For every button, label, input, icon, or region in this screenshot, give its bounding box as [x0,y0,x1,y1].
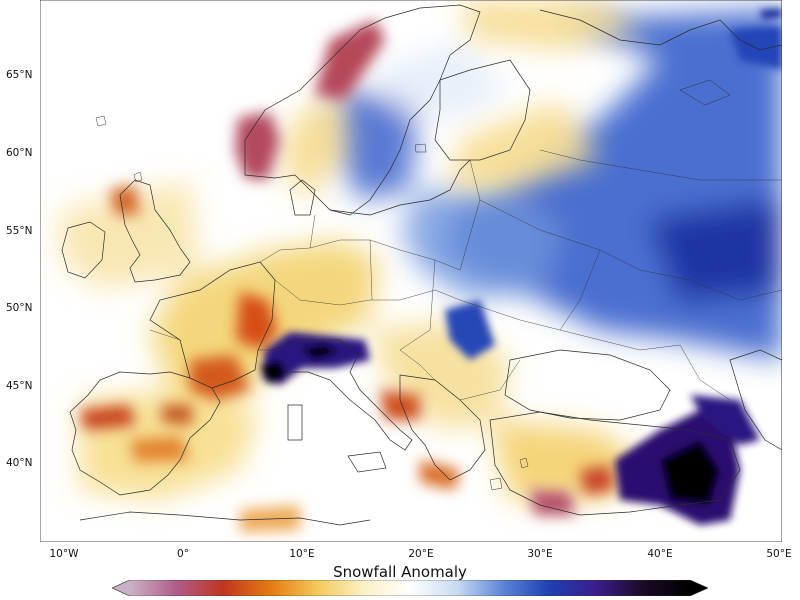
x-tick-label: 20°E [408,548,434,560]
y-tick-label: 40°N [6,457,33,469]
y-tick-label: 50°N [6,302,33,314]
colorbar-title: Snowfall Anomaly [333,563,467,581]
country-borders [149,149,782,401]
x-tick-label: 50°E [766,548,792,560]
y-tick-label: 45°N [6,380,33,392]
x-tick-label: 30°E [527,548,553,560]
colorbar-extend-high [690,580,708,596]
colorbar-extend-low [112,580,130,596]
x-tick-label: 0° [177,548,189,560]
x-tick-label: 10°E [289,548,315,560]
coastlines [61,4,782,526]
map-panel [40,0,782,542]
colorbar [112,580,708,596]
y-tick-label: 65°N [6,69,33,81]
y-tick-label: 60°N [6,147,33,159]
colorbar-body [130,580,690,596]
anomaly-field [60,0,782,532]
small-islands [95,79,731,491]
x-tick-label: 40°E [647,548,673,560]
x-tick-label: 10°W [49,548,79,560]
y-tick-label: 55°N [6,225,33,237]
